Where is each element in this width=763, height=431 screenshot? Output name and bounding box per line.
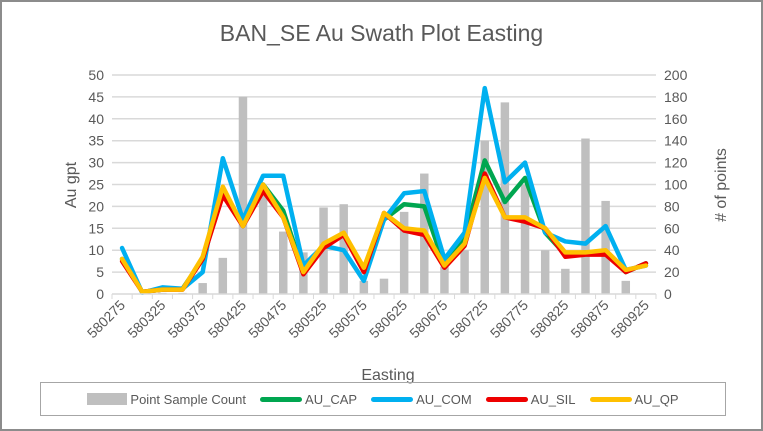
legend-label: AU_SIL (530, 391, 576, 407)
x-tick-label: 580475 (245, 297, 289, 341)
y2-tick-label: 0 (664, 286, 672, 302)
bar-point-count (601, 200, 610, 294)
legend-swatch (260, 396, 303, 402)
x-tick-label: 580775 (487, 297, 531, 341)
bar-point-count (218, 257, 228, 294)
legend-item-point-count: Point Sample Count (87, 392, 246, 407)
bar-point-count (621, 280, 631, 294)
x-tick-label: 580725 (447, 297, 491, 341)
legend-swatch (371, 396, 414, 402)
y-tick-label: 20 (88, 198, 104, 214)
y-tick-label: 40 (88, 111, 104, 127)
bar-point-count (279, 231, 288, 294)
x-tick-label: 580275 (84, 297, 128, 341)
bar-point-count (359, 280, 369, 294)
y2-tick-label: 160 (664, 111, 688, 127)
bar-point-count (520, 184, 530, 294)
y-axis-label: Au gpt (63, 161, 80, 208)
x-tick-label: 580925 (608, 297, 652, 341)
x-tick-label: 580425 (205, 297, 249, 341)
y2-tick-label: 40 (664, 242, 680, 258)
y-tick-label: 45 (88, 89, 104, 105)
bar-point-count (581, 138, 590, 294)
x-tick-label: 580875 (567, 297, 611, 341)
bar-point-count (379, 278, 389, 294)
x-tick-label: 580575 (326, 297, 370, 341)
bar-point-count (561, 268, 570, 294)
y2-tick-label: 120 (664, 155, 688, 171)
y-tick-label: 50 (88, 67, 104, 83)
legend-label: AU_QP (634, 391, 679, 407)
y2-tick-label: 180 (664, 89, 688, 105)
y-tick-label: 0 (96, 286, 104, 302)
bar-point-count (399, 211, 409, 294)
legend-swatch (87, 393, 128, 405)
x-tick-label: 580375 (164, 297, 208, 341)
y2-tick-label: 140 (664, 133, 688, 149)
legend: Point Sample Count AU_CAP AU_COM AU_SIL … (40, 382, 726, 416)
legend-label: AU_CAP (305, 391, 358, 407)
y2-tick-label: 100 (664, 177, 688, 193)
y-tick-label: 30 (88, 155, 104, 171)
y-tick-label: 10 (88, 242, 104, 258)
bar-point-count (258, 195, 268, 294)
y2-tick-label: 80 (664, 198, 680, 214)
bar-point-count (480, 140, 489, 294)
y2-tick-label: 20 (664, 264, 680, 280)
legend-item-au-sil: AU_SIL (485, 391, 576, 407)
x-tick-label: 580625 (366, 297, 410, 341)
x-tick-label: 580525 (285, 297, 329, 341)
y-tick-label: 15 (88, 220, 104, 236)
bar-point-count (440, 266, 449, 294)
y-tick-label: 25 (88, 177, 104, 193)
bar-point-count (198, 283, 207, 294)
x-tick-label: 580675 (406, 297, 450, 341)
x-tick-label: 580825 (527, 297, 571, 341)
y-tick-label: 35 (88, 133, 104, 149)
legend-swatch (485, 396, 528, 402)
legend-item-au-cap: AU_CAP (260, 392, 357, 407)
y2-tick-label: 60 (664, 220, 680, 236)
bar-point-count (238, 96, 248, 295)
legend-label: AU_COM (416, 391, 472, 407)
bar-point-count (540, 250, 550, 294)
legend-item-au-qp: AU_QP (589, 391, 679, 407)
line-au-qp (119, 175, 649, 295)
legend-swatch (589, 396, 632, 402)
y2-axis-label: # of points (713, 148, 730, 222)
x-tick-label: 580325 (124, 297, 168, 341)
y2-tick-label: 200 (664, 67, 688, 83)
legend-item-au-com: AU_COM (371, 392, 472, 407)
legend-label: Point Sample Count (130, 391, 247, 407)
bar-point-count (460, 250, 469, 294)
y-tick-label: 5 (96, 264, 104, 280)
x-axis-label: Easting (361, 367, 414, 384)
chart-title: BAN_SE Au Swath Plot Easting (219, 20, 544, 46)
